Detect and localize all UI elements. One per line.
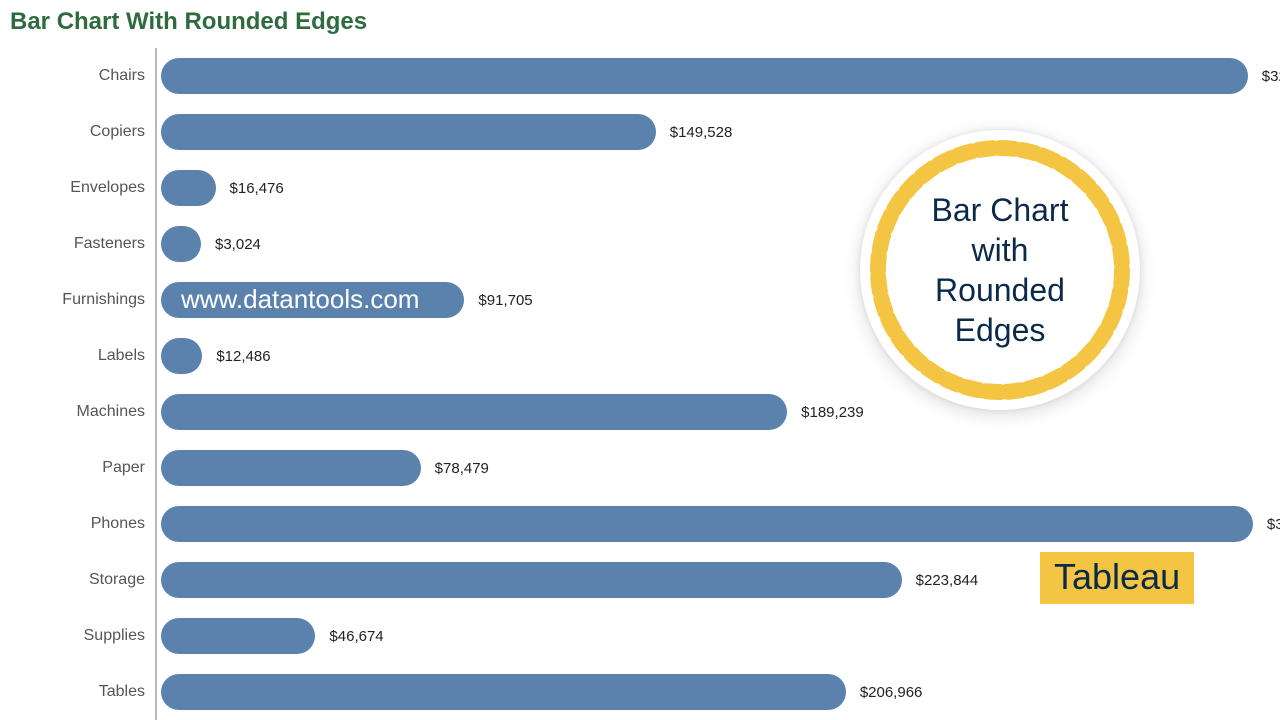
value-label: $206,966 — [860, 664, 923, 720]
bar — [161, 674, 846, 710]
bar — [161, 170, 216, 206]
badge-line: Rounded — [932, 270, 1069, 310]
value-label: $78,479 — [435, 440, 489, 496]
category-label: Machines — [0, 384, 155, 440]
badge-line: with — [932, 230, 1069, 270]
tableau-tag: Tableau — [1040, 552, 1194, 604]
bar — [161, 58, 1248, 94]
value-label: $189,239 — [801, 384, 864, 440]
category-label: Supplies — [0, 608, 155, 664]
category-label: Envelopes — [0, 160, 155, 216]
badge-line: Edges — [932, 310, 1069, 350]
chart-title: Bar Chart With Rounded Edges — [10, 8, 367, 36]
bar — [161, 394, 787, 430]
bar — [161, 618, 315, 654]
table-row: Chairs $328,449 — [0, 48, 1280, 104]
bar — [161, 562, 902, 598]
category-label: Furnishings — [0, 272, 155, 328]
category-label: Tables — [0, 664, 155, 720]
table-row: Paper $78,479 — [0, 440, 1280, 496]
bar — [161, 506, 1253, 542]
badge-line: Bar Chart — [932, 190, 1069, 230]
bar — [161, 114, 656, 150]
category-label: Paper — [0, 440, 155, 496]
value-label: $223,844 — [916, 552, 979, 608]
value-label: $46,674 — [329, 608, 383, 664]
bar — [161, 450, 421, 486]
table-row: Supplies $46,674 — [0, 608, 1280, 664]
category-label: Labels — [0, 328, 155, 384]
category-label: Chairs — [0, 48, 155, 104]
badge-text: Bar ChartwithRoundedEdges — [932, 190, 1069, 350]
bar — [161, 226, 201, 262]
category-label: Copiers — [0, 104, 155, 160]
watermark-text: www.datantools.com — [181, 284, 419, 315]
category-label: Phones — [0, 496, 155, 552]
value-label: $91,705 — [478, 272, 532, 328]
bar — [161, 338, 202, 374]
table-row: Tables $206,966 — [0, 664, 1280, 720]
value-label: $3,024 — [215, 216, 261, 272]
table-row: Phones $330,007 — [0, 496, 1280, 552]
value-label: $328,449 — [1262, 48, 1280, 104]
category-label: Fasteners — [0, 216, 155, 272]
rounded-badge: Bar ChartwithRoundedEdges — [860, 130, 1140, 410]
value-label: $12,486 — [216, 328, 270, 384]
value-label: $330,007 — [1267, 496, 1280, 552]
value-label: $149,528 — [670, 104, 733, 160]
category-label: Storage — [0, 552, 155, 608]
value-label: $16,476 — [230, 160, 284, 216]
